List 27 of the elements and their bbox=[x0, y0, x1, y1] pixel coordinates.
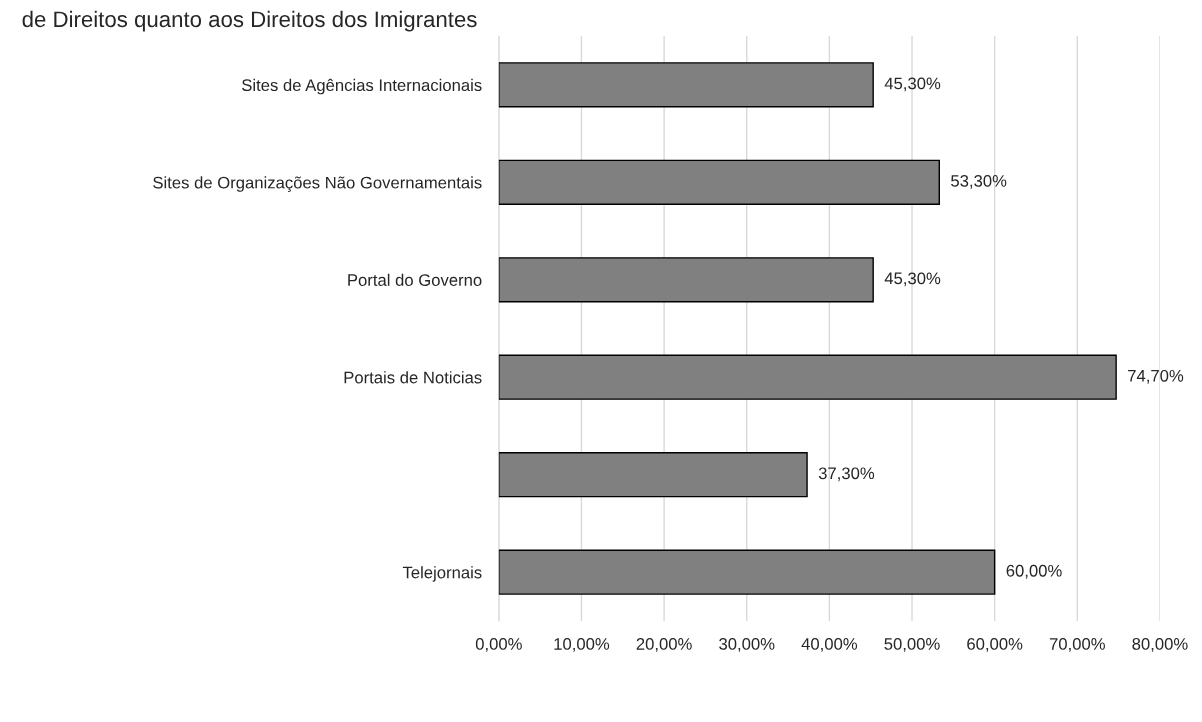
x-tick-label: 0,00% bbox=[475, 638, 522, 652]
x-tick-label: 70,00% bbox=[1049, 638, 1105, 652]
data-label: 45,30% bbox=[884, 272, 941, 287]
y-tick-label: Sites de Agências Internacionais bbox=[242, 78, 482, 95]
data-label: 53,30% bbox=[951, 174, 1007, 189]
y-tick-label: Sites de Organizações Não Governamentais bbox=[153, 176, 482, 192]
x-tick-label: 20,00% bbox=[636, 638, 692, 652]
bar bbox=[498, 354, 1117, 400]
data-label: 45,30% bbox=[884, 77, 941, 92]
data-label: 60,00% bbox=[1006, 564, 1062, 579]
bar bbox=[498, 257, 874, 303]
data-label: 74,70% bbox=[1128, 369, 1184, 384]
y-tick-label: Telejornais bbox=[402, 566, 482, 582]
x-tick-label: 50,00% bbox=[884, 638, 940, 652]
bar bbox=[498, 62, 874, 108]
text: de Direitos quanto aos Direitos dos Imigrantes bbox=[22, 10, 477, 32]
y-tick-label: Portais de Noticias bbox=[344, 371, 482, 384]
y-tick-label: Portal do Governo bbox=[348, 273, 482, 286]
x-tick-label: 40,00% bbox=[801, 638, 858, 652]
x-tick-label: 30,00% bbox=[719, 638, 775, 652]
x-tick-label: 60,00% bbox=[967, 638, 1023, 652]
bar bbox=[498, 159, 940, 205]
bar bbox=[498, 549, 996, 595]
x-tick-label: 80,00% bbox=[1132, 638, 1188, 652]
data-label: 37,30% bbox=[818, 467, 875, 482]
bar bbox=[498, 452, 808, 498]
x-tick-label: 10,00% bbox=[554, 638, 610, 652]
